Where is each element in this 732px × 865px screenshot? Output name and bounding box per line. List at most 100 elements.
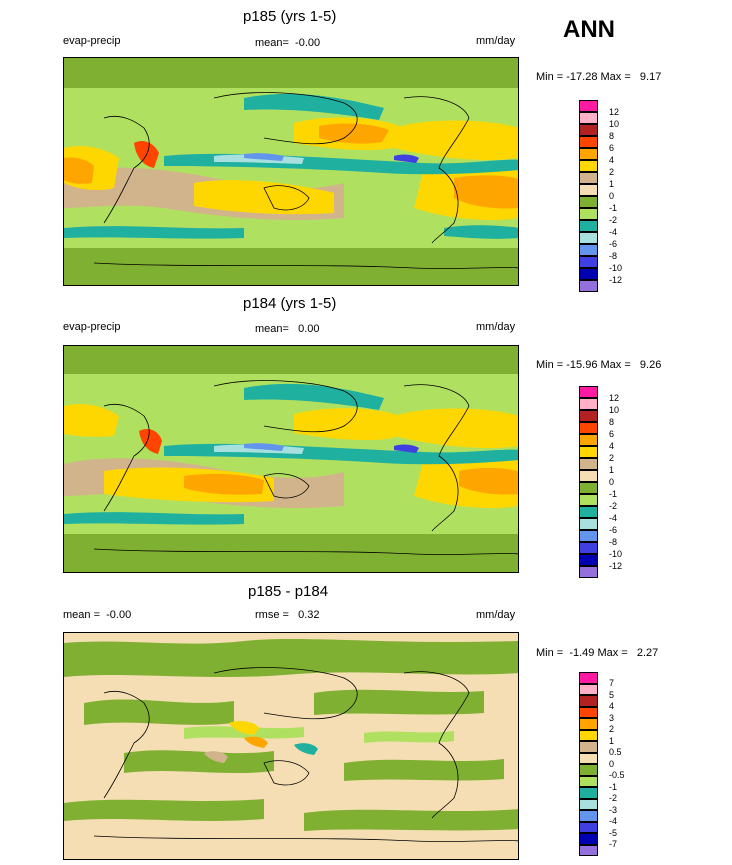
panel-3-colorbar-label: -5 bbox=[609, 827, 618, 838]
panel-1-colorbar-label: 10 bbox=[609, 119, 620, 129]
panel-2-color-swatch bbox=[579, 446, 598, 458]
panel-3-color-swatch bbox=[579, 810, 598, 822]
panel-3-map bbox=[63, 632, 519, 860]
panel-1-color-swatch bbox=[579, 232, 598, 244]
panel-2-color-swatch bbox=[579, 518, 598, 530]
panel-1-colorbar-label: 6 bbox=[609, 143, 615, 153]
panel-2-units-label: mm/day bbox=[476, 321, 516, 333]
panel-2-color-swatch bbox=[579, 566, 598, 578]
panel-1-colorbar-label: -10 bbox=[609, 263, 623, 273]
panel-3-minmax: Min = -1.49 Max = 2.27 bbox=[536, 647, 659, 659]
panel-1-color-swatch bbox=[579, 256, 598, 268]
panel-1-colorbar-label: -4 bbox=[609, 227, 618, 237]
panel-1-color-swatch bbox=[579, 196, 598, 208]
panel-1-color-swatch bbox=[579, 208, 598, 220]
panel-3-colorbar-label: 7 bbox=[609, 678, 615, 688]
panel-2-colorbar-label: -12 bbox=[609, 561, 623, 571]
panel-2-color-swatch bbox=[579, 494, 598, 506]
panel-1-colorbar-label: -8 bbox=[609, 251, 618, 261]
panel-2-colorbar-label: 2 bbox=[609, 453, 615, 463]
panel-1-colorbar-label: 4 bbox=[609, 155, 615, 165]
panel-2-color-swatch bbox=[579, 554, 598, 566]
panel-2-color-swatch bbox=[579, 386, 598, 398]
panel-3-color-swatch bbox=[579, 683, 598, 695]
panel-2-minmax: Min = -15.96 Max = 9.26 bbox=[536, 359, 662, 371]
panel-2-color-swatch bbox=[579, 506, 598, 518]
panel-2-colorbar-label: 0 bbox=[609, 477, 615, 487]
panel-1-mean-label: mean= -0.00 bbox=[255, 37, 321, 49]
panel-2-title: p184 (yrs 1-5) bbox=[243, 295, 337, 312]
panel-1-units-label: mm/day bbox=[476, 35, 516, 47]
panel-2-colorbar-label: 1 bbox=[609, 465, 615, 475]
panel-1-color-swatch bbox=[579, 268, 598, 280]
panel-1-color-swatch bbox=[579, 220, 598, 232]
panel-3-colorbar-label: -7 bbox=[609, 839, 618, 849]
panel-3-color-swatch bbox=[579, 764, 598, 776]
panel-3-color-swatch bbox=[579, 775, 598, 787]
panel-2-colorbar-label: 10 bbox=[609, 405, 620, 415]
panel-2-color-swatch bbox=[579, 530, 598, 542]
panel-1-color-swatch bbox=[579, 184, 598, 196]
panel-1-color-swatch bbox=[579, 244, 598, 256]
panel-2-colorbar-label: -4 bbox=[609, 513, 618, 523]
panel-3-color-swatch bbox=[579, 741, 598, 753]
panel-3-units-label: mm/day bbox=[476, 609, 516, 621]
panel-3-colorbar-label: -4 bbox=[609, 816, 618, 826]
panel-3-color-swatch bbox=[579, 787, 598, 799]
panel-2-color-swatch bbox=[579, 410, 598, 422]
panel-1-color-swatch bbox=[579, 100, 598, 112]
panel-3-colorbar-label: -3 bbox=[609, 804, 618, 815]
panel-1-variable-label: evap-precip bbox=[63, 35, 121, 47]
panel-2-colorbar-label: -6 bbox=[609, 525, 618, 535]
panel-2-colorbar-label: -10 bbox=[609, 549, 623, 559]
panel-1-colorbar-label: 8 bbox=[609, 131, 615, 141]
panel-2-color-swatch bbox=[579, 434, 598, 446]
panel-3-color-swatch bbox=[579, 718, 598, 730]
panel-2-color-swatch bbox=[579, 422, 598, 434]
panel-3-colorbar-label: 5 bbox=[609, 689, 615, 700]
panel-3-colorbar-label: -2 bbox=[609, 793, 618, 803]
panel-2-mean-label: mean= 0.00 bbox=[255, 323, 320, 335]
panel-1-colorbar-label: -2 bbox=[609, 215, 618, 225]
panel-1-colorbar-label: 12 bbox=[609, 107, 620, 117]
panel-2-colorbar-label: 8 bbox=[609, 417, 615, 427]
panel-3-colorbar-label: 0 bbox=[609, 758, 615, 769]
panel-2-color-swatch bbox=[579, 458, 598, 470]
panel-3-rmse-label: rmse = 0.32 bbox=[255, 609, 320, 621]
panel-1-color-swatch bbox=[579, 160, 598, 172]
panel-3-color-swatch bbox=[579, 672, 598, 684]
panel-2-colorbar-label: 6 bbox=[609, 429, 615, 439]
panel-1-color-swatch bbox=[579, 280, 598, 292]
panel-2-colorbar-label: -2 bbox=[609, 501, 618, 511]
panel-1-color-swatch bbox=[579, 148, 598, 160]
panel-3-color-swatch bbox=[579, 844, 598, 856]
panel-3-colorbar-label: 1 bbox=[609, 735, 615, 746]
panel-2-color-swatch bbox=[579, 398, 598, 410]
panel-1-title: p185 (yrs 1-5) bbox=[243, 8, 337, 25]
panel-1-color-swatch bbox=[579, 112, 598, 124]
panel-1-colorbar-label: 0 bbox=[609, 191, 615, 201]
panel-2-map bbox=[63, 345, 519, 573]
panel-3-colorbar-label: -1 bbox=[609, 781, 618, 792]
panel-2-color-swatch bbox=[579, 470, 598, 482]
panel-1-color-swatch bbox=[579, 172, 598, 184]
panel-1-colorbar-label: -6 bbox=[609, 239, 618, 249]
panel-3-color-swatch bbox=[579, 706, 598, 718]
panel-3-color-swatch bbox=[579, 833, 598, 845]
panel-1-colorbar-label: -12 bbox=[609, 275, 623, 285]
panel-3-color-swatch bbox=[579, 752, 598, 764]
panel-2-colorbar-label: 12 bbox=[609, 393, 620, 403]
panel-3-colorbar-label: 2 bbox=[609, 724, 615, 734]
panel-2-color-swatch bbox=[579, 542, 598, 554]
panel-2-color-swatch bbox=[579, 482, 598, 494]
panel-3-colorbar-label: 3 bbox=[609, 712, 615, 723]
panel-1-color-swatch bbox=[579, 124, 598, 136]
panel-2-variable-label: evap-precip bbox=[63, 321, 121, 333]
panel-3-colorbar-label: -0.5 bbox=[609, 770, 625, 780]
panel-1-minmax: Min = -17.28 Max = 9.17 bbox=[536, 71, 662, 83]
panel-3-color-swatch bbox=[579, 821, 598, 833]
panel-3-colorbar-label: 0.5 bbox=[609, 747, 622, 757]
panel-3-title: p185 - p184 bbox=[248, 583, 329, 600]
panel-2-colorbar-label: -1 bbox=[609, 489, 618, 499]
panel-1-colorbar-label: 2 bbox=[609, 167, 615, 177]
